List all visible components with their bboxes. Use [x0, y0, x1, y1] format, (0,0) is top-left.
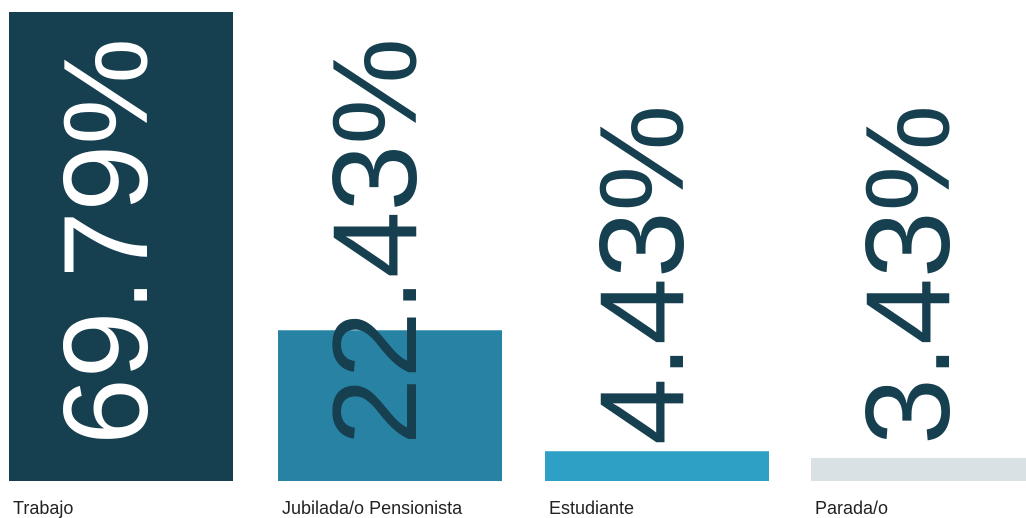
- bar: [545, 451, 769, 481]
- category-label: Jubilada/o Pensionista: [282, 498, 463, 518]
- value-label: 69.79%: [39, 38, 173, 445]
- value-label: 22.43%: [308, 38, 442, 445]
- bar: [9, 12, 233, 481]
- category-label: Parada/o: [815, 498, 888, 518]
- value-label: 4.43%: [575, 105, 709, 445]
- category-label: Trabajo: [13, 498, 73, 518]
- bar: [811, 457, 1026, 481]
- value-label: 3.43%: [841, 105, 975, 445]
- category-label: Estudiante: [549, 498, 634, 518]
- bar: [278, 330, 502, 481]
